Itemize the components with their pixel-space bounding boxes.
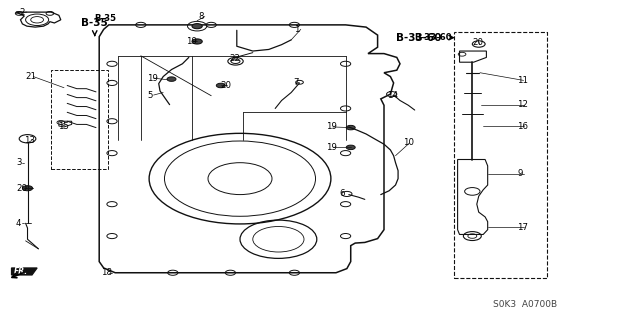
Circle shape: [192, 24, 202, 29]
Text: 3: 3: [16, 158, 22, 167]
Text: 12: 12: [517, 100, 528, 109]
Circle shape: [346, 145, 355, 150]
Text: 20: 20: [221, 81, 232, 90]
Text: 16: 16: [517, 122, 528, 130]
Text: 2: 2: [19, 8, 25, 17]
Text: B-35: B-35: [95, 14, 116, 23]
Text: 20: 20: [472, 38, 483, 47]
Circle shape: [216, 83, 225, 88]
Text: S0K3  A0700B: S0K3 A0700B: [493, 300, 557, 309]
Text: 6: 6: [339, 189, 345, 198]
Text: 19: 19: [326, 122, 337, 131]
Text: 22: 22: [229, 54, 240, 63]
Bar: [454, 32, 547, 278]
Circle shape: [346, 125, 355, 130]
Text: B-33-60: B-33-60: [415, 33, 452, 42]
Text: 13: 13: [24, 136, 35, 145]
Text: 5: 5: [147, 91, 153, 100]
Text: B-33-60: B-33-60: [396, 33, 442, 43]
Polygon shape: [12, 268, 37, 275]
Text: 14: 14: [387, 91, 398, 100]
Text: 19: 19: [147, 74, 158, 83]
Circle shape: [192, 39, 202, 44]
Text: 17: 17: [517, 223, 528, 232]
Circle shape: [22, 186, 33, 191]
Text: 18: 18: [101, 268, 112, 277]
Text: 20: 20: [16, 184, 27, 193]
Circle shape: [167, 77, 176, 81]
Text: 1: 1: [294, 25, 300, 34]
Text: 7: 7: [293, 78, 299, 87]
Text: 15: 15: [58, 122, 68, 130]
Text: 9: 9: [517, 169, 522, 178]
Text: 10: 10: [403, 138, 414, 147]
Text: 21: 21: [26, 72, 36, 81]
Text: 19: 19: [326, 143, 337, 152]
Text: B-35: B-35: [81, 18, 108, 28]
Bar: [51, 70, 108, 169]
Text: 11: 11: [517, 76, 528, 85]
Text: 8: 8: [198, 12, 204, 21]
Text: 4: 4: [16, 219, 22, 228]
Text: FR.: FR.: [14, 267, 28, 276]
Text: 19: 19: [186, 37, 196, 46]
